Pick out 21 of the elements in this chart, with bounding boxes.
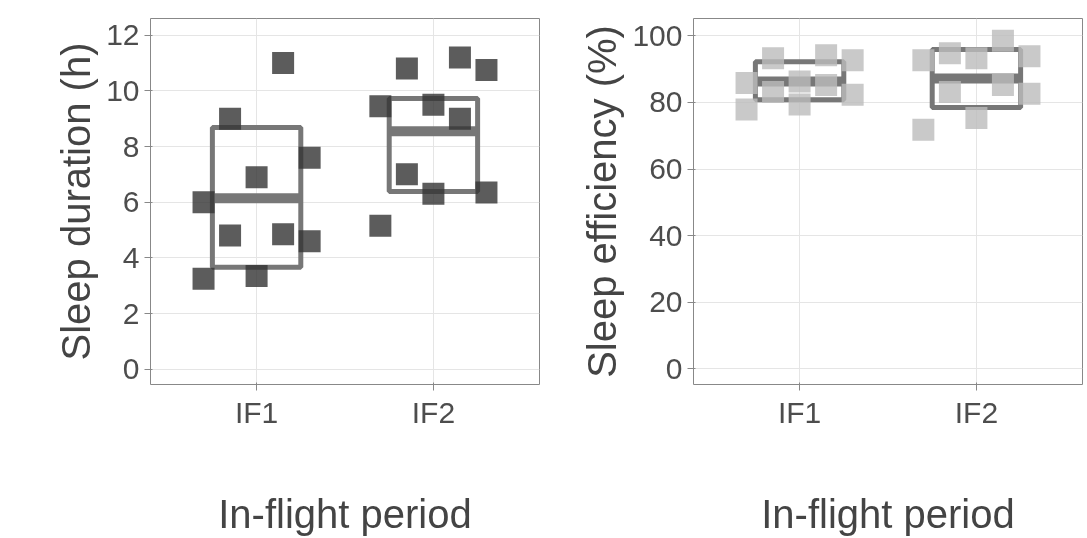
- y-tick-label: 10: [106, 73, 140, 107]
- x-axis-title: In-flight period: [761, 491, 1015, 536]
- y-tick-label: 40: [649, 218, 683, 252]
- x-tick-label: IF2: [954, 395, 999, 429]
- y-tick-label: 6: [122, 185, 140, 219]
- y-tick-label: 12: [106, 18, 140, 52]
- y-axis-title: Sleep duration (h): [54, 42, 99, 361]
- x-tick-label: IF2: [411, 395, 456, 429]
- y-tick-label: 0: [122, 352, 140, 386]
- y-tick-label: 4: [122, 240, 140, 274]
- x-tick-label: IF1: [777, 395, 822, 429]
- y-tick-label: 8: [122, 129, 140, 163]
- x-tick-label: IF1: [234, 395, 279, 429]
- y-axis-title: Sleep efficiency (%): [580, 25, 625, 378]
- y-tick-label: 20: [649, 285, 683, 319]
- x-axis-title: In-flight period: [218, 491, 472, 536]
- y-tick-label: 0: [665, 351, 683, 385]
- y-tick-label: 80: [649, 85, 683, 119]
- y-tick-label: 60: [649, 152, 683, 186]
- y-tick-label: 100: [632, 18, 683, 52]
- y-tick-label: 2: [122, 296, 140, 330]
